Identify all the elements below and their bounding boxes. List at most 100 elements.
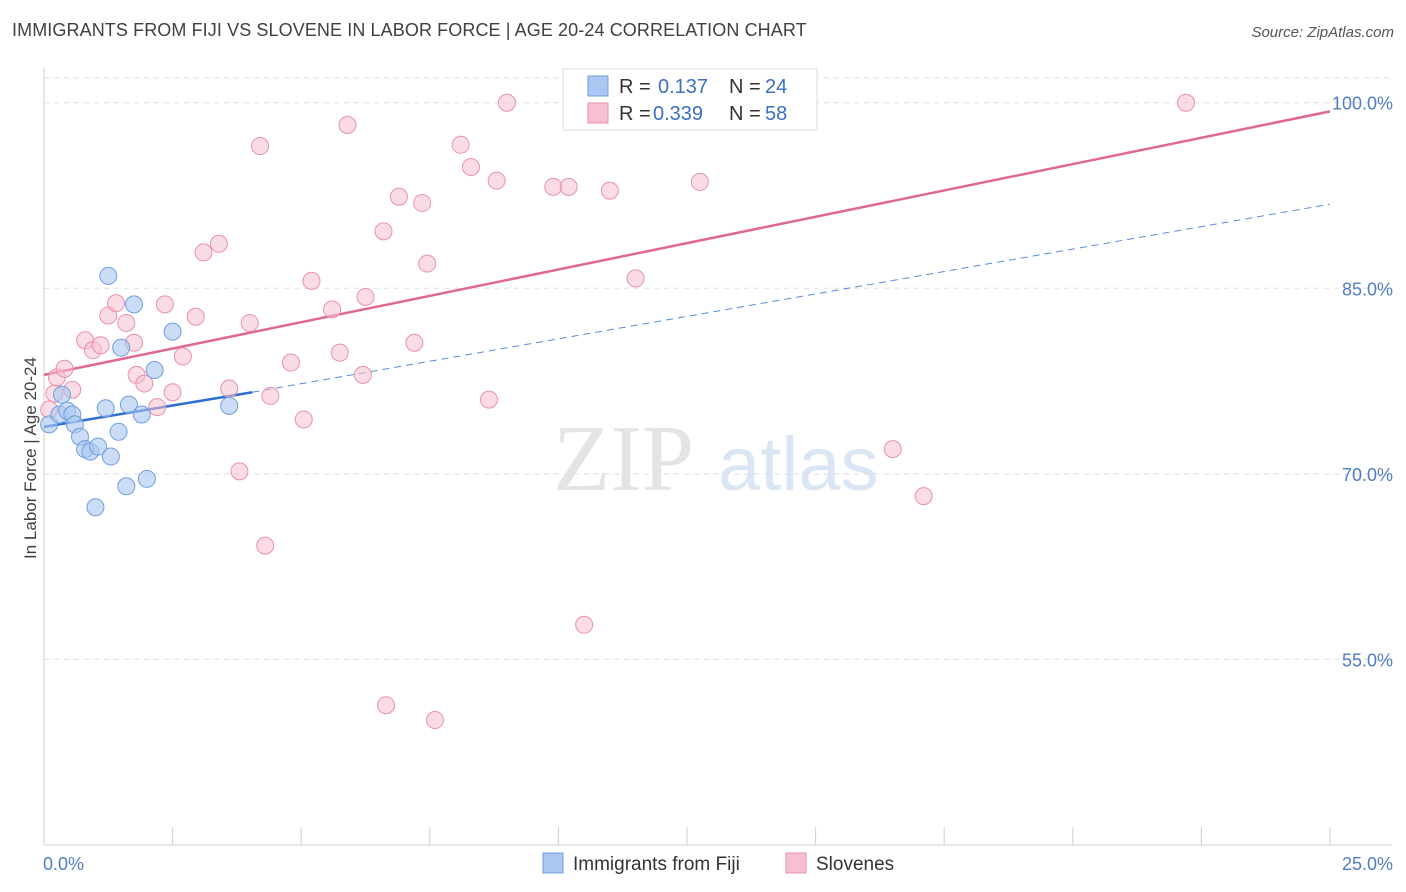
legend-r-label-slovene: R = bbox=[619, 103, 651, 125]
legend-r-value-fiji: 0.137 bbox=[658, 76, 708, 98]
bottom-legend-label-fiji: Immigrants from Fiji bbox=[573, 854, 740, 875]
slovene-point bbox=[914, 487, 933, 506]
slovene-point bbox=[220, 379, 239, 398]
slovene-point bbox=[91, 336, 110, 355]
slovene-point bbox=[117, 313, 136, 332]
slovene-point bbox=[281, 353, 300, 372]
slovene-point bbox=[497, 93, 516, 112]
slovene-point bbox=[690, 172, 709, 191]
y-axis-label: In Labor Force | Age 20-24 bbox=[21, 357, 40, 559]
slovene-point bbox=[338, 116, 357, 135]
stats-legend: R = 0.137 N = 24 R = 0.339 N = 58 bbox=[562, 68, 818, 131]
legend-r-label-fiji: R = bbox=[619, 76, 651, 98]
legend-swatch-fiji bbox=[587, 75, 609, 97]
chart-title: IMMIGRANTS FROM FIJI VS SLOVENE IN LABOR… bbox=[12, 20, 807, 40]
slovene-point bbox=[173, 347, 192, 366]
slovene-point bbox=[256, 536, 275, 555]
slovene-point bbox=[374, 222, 393, 241]
source-label: Source: ZipAtlas.com bbox=[1251, 24, 1394, 41]
slovene-trend-line bbox=[43, 110, 1331, 377]
x-tick-label: 25.0% bbox=[1342, 854, 1393, 874]
legend-n-value-slovene: 58 bbox=[765, 103, 787, 125]
watermark-zip: ZIP bbox=[553, 407, 694, 511]
x-tick-labels: 0.0% 25.0% bbox=[43, 854, 1393, 874]
slovene-point bbox=[353, 365, 372, 384]
axes bbox=[43, 68, 1392, 846]
x-ticks bbox=[43, 827, 1331, 845]
slovene-point bbox=[107, 294, 126, 313]
fiji-point bbox=[117, 477, 136, 496]
slovene-point bbox=[148, 398, 167, 417]
fiji-point bbox=[96, 399, 115, 418]
legend-n-label-fiji: N = bbox=[729, 76, 761, 98]
slovene-point bbox=[487, 171, 506, 190]
slovene-point bbox=[479, 390, 498, 409]
slovene-point bbox=[356, 287, 375, 306]
fiji-point bbox=[53, 385, 72, 404]
fiji-point bbox=[125, 295, 144, 314]
slovene-point bbox=[135, 374, 154, 393]
fiji-point bbox=[109, 422, 128, 441]
slovene-point bbox=[240, 313, 259, 332]
slovene-point bbox=[230, 462, 249, 481]
fiji-point bbox=[220, 396, 239, 415]
y-tick-labels: 55.0% 70.0% 85.0% 100.0% bbox=[1332, 94, 1393, 671]
slovene-point bbox=[377, 696, 396, 715]
x-tick-label: 0.0% bbox=[43, 854, 84, 874]
slovene-point bbox=[413, 193, 432, 212]
series-legend: Immigrants from Fiji Slovenes bbox=[542, 852, 894, 875]
slovene-point bbox=[330, 343, 349, 362]
y-tick-label: 85.0% bbox=[1342, 279, 1393, 299]
slovene-point bbox=[294, 410, 313, 429]
fiji-point bbox=[132, 405, 151, 424]
slovene-point bbox=[186, 307, 205, 326]
fiji-point bbox=[86, 498, 105, 517]
bottom-legend-swatch-fiji bbox=[542, 852, 564, 874]
trend-lines bbox=[43, 110, 1331, 429]
legend-n-value-fiji: 24 bbox=[765, 76, 787, 98]
watermark-atlas: atlas bbox=[718, 422, 879, 507]
legend-swatch-slovene bbox=[587, 102, 609, 124]
y-tick-label: 55.0% bbox=[1342, 650, 1393, 670]
slovene-point bbox=[575, 615, 594, 634]
slovene-point bbox=[1176, 93, 1195, 112]
slovene-point bbox=[544, 177, 563, 196]
slovene-point bbox=[451, 135, 470, 154]
slovene-point bbox=[261, 386, 280, 405]
slovene-point bbox=[323, 300, 342, 319]
slovene-point bbox=[194, 243, 213, 262]
slovene-point bbox=[251, 137, 270, 156]
data-points bbox=[40, 93, 1195, 730]
slovene-point bbox=[883, 440, 902, 459]
slovene-point bbox=[461, 158, 480, 177]
slovene-point bbox=[55, 359, 74, 378]
slovene-point bbox=[418, 254, 437, 273]
slovene-point bbox=[163, 383, 182, 402]
fiji-trend-dashed bbox=[252, 203, 1331, 393]
fiji-point bbox=[89, 437, 108, 456]
slovene-point bbox=[405, 333, 424, 352]
slovene-point bbox=[209, 234, 228, 253]
bottom-legend-label-slovene: Slovenes bbox=[816, 854, 894, 875]
slovene-point bbox=[626, 269, 645, 288]
legend-n-label-slovene: N = bbox=[729, 103, 761, 125]
fiji-point bbox=[137, 469, 156, 488]
fiji-point bbox=[112, 338, 131, 357]
slovene-point bbox=[155, 295, 174, 314]
fiji-point bbox=[101, 447, 120, 466]
legend-r-value-slovene: 0.339 bbox=[653, 103, 703, 125]
slovene-point bbox=[600, 181, 619, 200]
slovene-point bbox=[389, 187, 408, 206]
slovene-point bbox=[425, 711, 444, 730]
gridlines bbox=[44, 77, 1392, 660]
y-tick-label: 70.0% bbox=[1342, 465, 1393, 485]
y-tick-label: 100.0% bbox=[1332, 94, 1393, 114]
bottom-legend-swatch-slovene bbox=[785, 852, 807, 874]
fiji-point bbox=[119, 395, 138, 414]
slovene-point bbox=[559, 177, 578, 196]
slovene-point bbox=[302, 271, 321, 290]
fiji-point bbox=[163, 322, 182, 341]
fiji-point bbox=[145, 360, 164, 379]
fiji-point bbox=[99, 266, 118, 285]
